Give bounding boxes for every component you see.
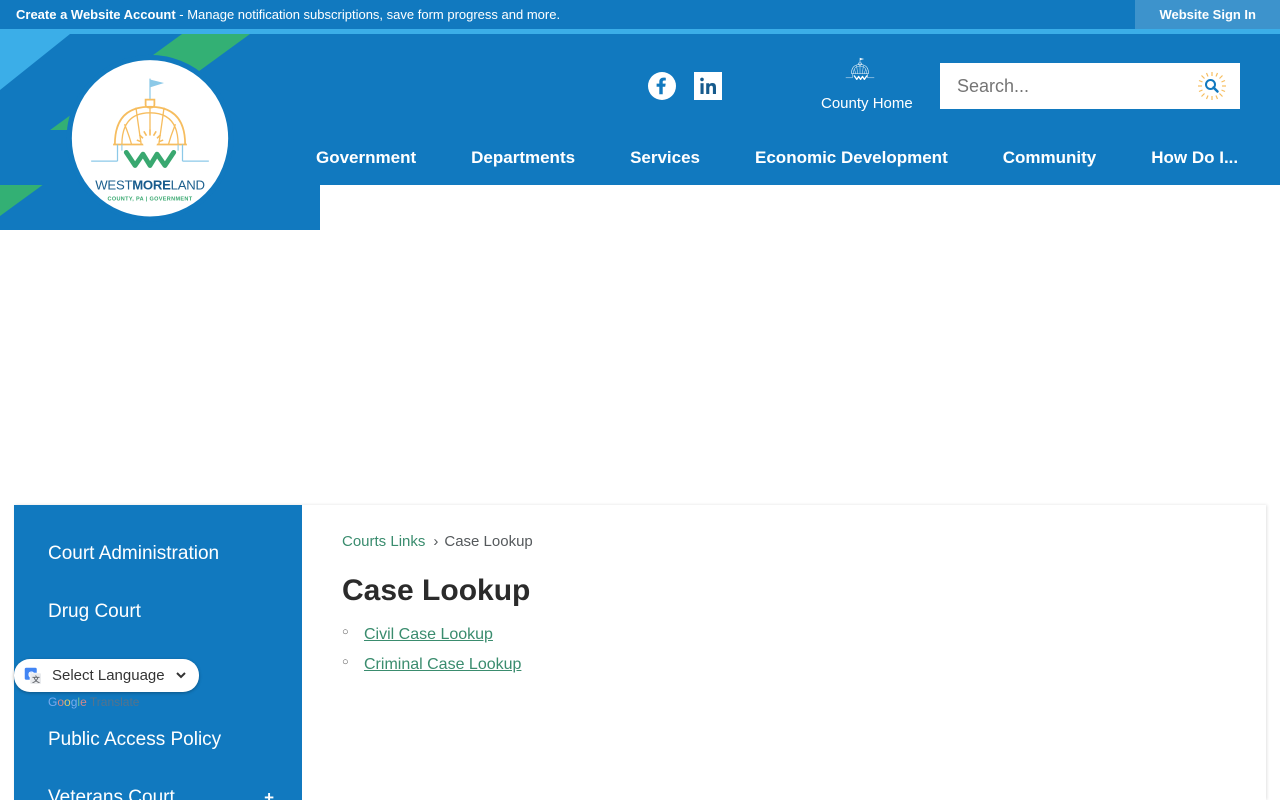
svg-text:WESTMORELAND: WESTMORELAND [95, 177, 204, 192]
svg-text:文: 文 [32, 674, 40, 684]
svg-text:COUNTY, PA | GOVERNMENT: COUNTY, PA | GOVERNMENT [107, 197, 192, 203]
